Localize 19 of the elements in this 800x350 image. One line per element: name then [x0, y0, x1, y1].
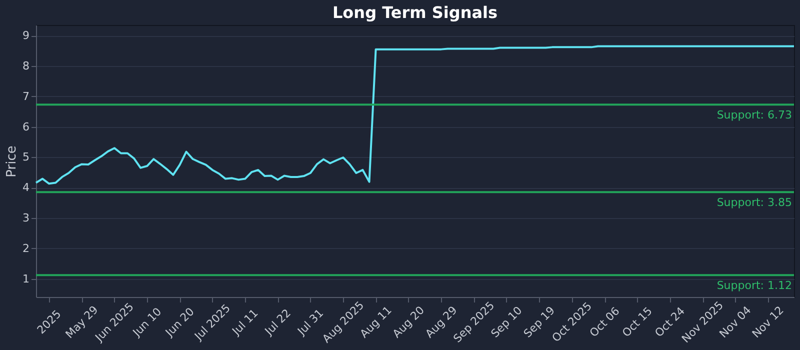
- y-tick-label: 5: [22, 150, 30, 164]
- x-tick-label: Jul 11: [229, 306, 261, 338]
- chart-title: Long Term Signals: [332, 3, 498, 22]
- x-tick-label: Jul 22: [262, 306, 294, 338]
- x-tick-label: Nov 12: [750, 304, 786, 341]
- y-tick-label: 6: [22, 120, 30, 134]
- y-tick-label: 9: [22, 29, 30, 42]
- ref-line-label: Support: 1.12: [716, 279, 792, 292]
- y-tick-label: 4: [22, 181, 30, 194]
- y-tick-label: 2: [22, 242, 30, 255]
- y-axis-title: Price: [4, 146, 20, 178]
- ref-line-label: Support: 3.85: [716, 196, 792, 210]
- ref-line-label: Support: 6.73: [716, 108, 792, 122]
- x-tick-label: Oct 15: [620, 304, 655, 340]
- line-series: [35, 45, 795, 185]
- y-tick-label: 7: [22, 90, 30, 103]
- y-tick-label: 1: [22, 272, 30, 286]
- y-tick-label: 3: [22, 211, 30, 224]
- y-tick-label: 8: [22, 60, 30, 73]
